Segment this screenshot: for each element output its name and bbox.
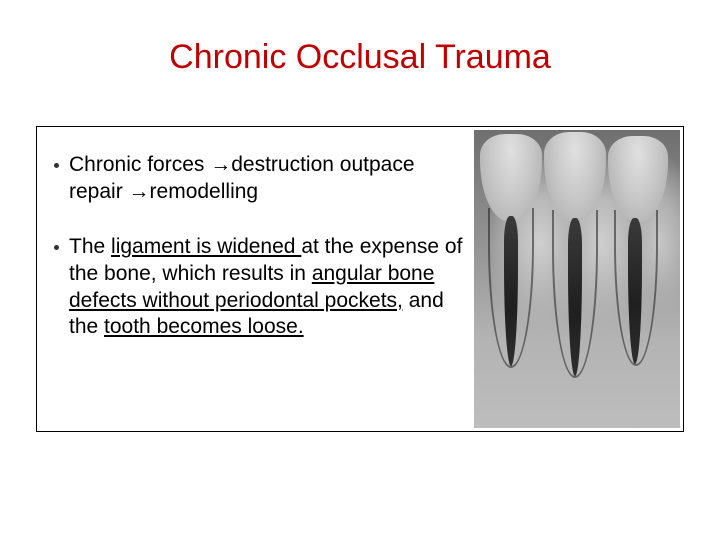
bullet-dot-icon <box>54 163 59 168</box>
bullet-item: The ligament is widened at the expense o… <box>54 234 464 342</box>
bullet-text: The ligament is widened at the expense o… <box>69 234 464 342</box>
text-segment: remodelling <box>150 180 259 203</box>
bullet-item: Chronic forces →destruction outpace repa… <box>54 152 464 206</box>
text-segment: Chronic forces <box>69 153 210 176</box>
text-segment: ligament is widened <box>111 235 301 258</box>
bullet-dot-icon <box>54 245 59 250</box>
bullet-text: Chronic forces →destruction outpace repa… <box>69 152 464 206</box>
slide: Chronic Occlusal Trauma Chronic forces →… <box>0 0 720 540</box>
arrow-icon: → <box>129 180 150 203</box>
text-segment: tooth becomes loose. <box>104 315 304 338</box>
slide-title: Chronic Occlusal Trauma <box>0 38 720 77</box>
bullet-list: Chronic forces →destruction outpace repa… <box>54 152 464 369</box>
radiograph-image <box>474 130 680 428</box>
text-segment: The <box>69 235 111 258</box>
arrow-icon: → <box>210 153 231 176</box>
